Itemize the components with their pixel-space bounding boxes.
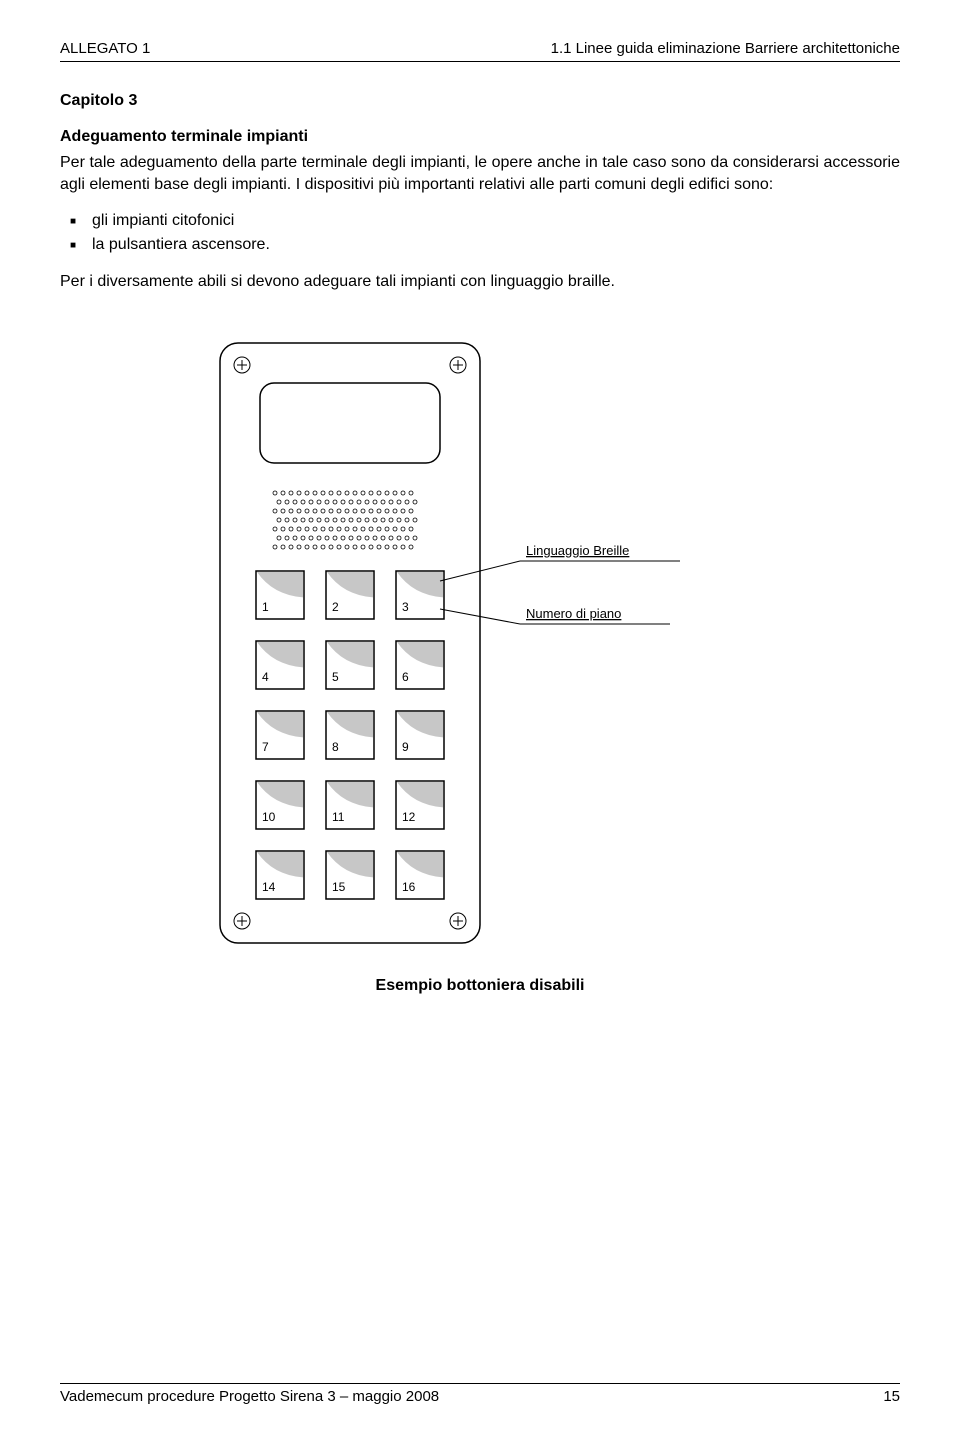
bullet-list: gli impianti citofonici la pulsantiera a… [60, 209, 900, 257]
svg-text:Linguaggio Breille: Linguaggio Breille [526, 543, 629, 558]
svg-text:8: 8 [332, 740, 339, 754]
svg-text:15: 15 [332, 880, 346, 894]
section-title: Adeguamento terminale impianti [60, 128, 900, 146]
footer-left: Vademecum procedure Progetto Sirena 3 – … [60, 1388, 439, 1405]
intercom-panel-diagram: 123456789101112141516Linguaggio BreilleN… [200, 323, 760, 963]
panel-figure: 123456789101112141516Linguaggio BreilleN… [60, 323, 900, 963]
header-left: ALLEGATO 1 [60, 40, 150, 57]
header-rule [60, 61, 900, 62]
header-right: 1.1 Linee guida eliminazione Barriere ar… [551, 40, 900, 57]
svg-text:Numero di piano: Numero di piano [526, 606, 621, 621]
svg-text:11: 11 [332, 810, 345, 824]
svg-text:7: 7 [262, 740, 269, 754]
paragraph-2: Per i diversamente abili si devono adegu… [60, 271, 900, 293]
svg-text:9: 9 [402, 740, 409, 754]
list-item: la pulsantiera ascensore. [92, 233, 900, 257]
svg-text:4: 4 [262, 670, 269, 684]
figure-caption: Esempio bottoniera disabili [60, 977, 900, 995]
svg-text:12: 12 [402, 810, 416, 824]
paragraph-1: Per tale adeguamento della parte termina… [60, 152, 900, 195]
svg-text:3: 3 [402, 600, 409, 614]
footer-rule [60, 1383, 900, 1384]
svg-text:5: 5 [332, 670, 339, 684]
svg-text:1: 1 [262, 600, 269, 614]
chapter-title: Capitolo 3 [60, 92, 900, 110]
page-number: 15 [883, 1388, 900, 1405]
svg-text:16: 16 [402, 880, 416, 894]
svg-text:14: 14 [262, 880, 276, 894]
svg-text:10: 10 [262, 810, 276, 824]
list-item: gli impianti citofonici [92, 209, 900, 233]
svg-text:2: 2 [332, 600, 339, 614]
svg-text:6: 6 [402, 670, 409, 684]
